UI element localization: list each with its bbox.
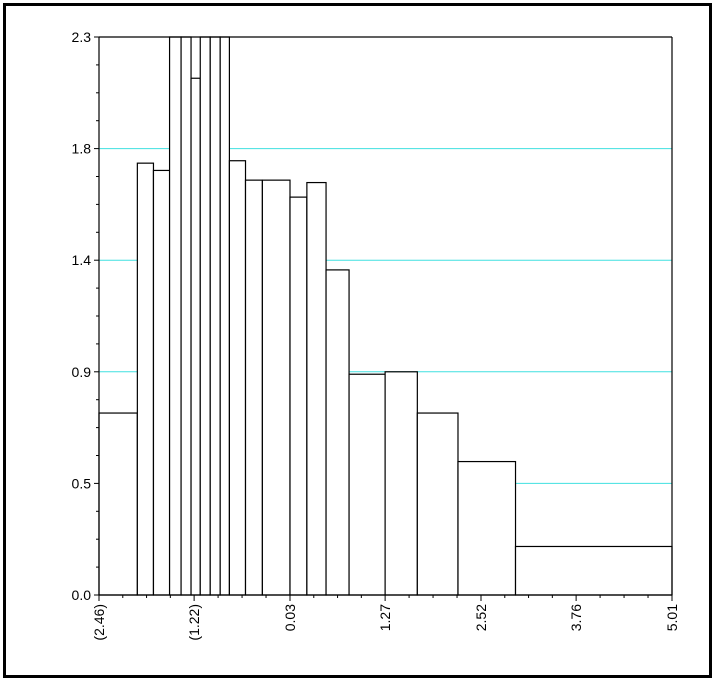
histogram-bar [348, 373, 386, 596]
x-tick-label: 2.52 [473, 604, 489, 631]
x-tick-label: 0.03 [282, 604, 298, 631]
histogram-bar [199, 36, 211, 596]
histogram-bar [457, 460, 517, 596]
histogram-bar [325, 269, 350, 596]
y-axis-ticks: 0.0 0.5 0.9 1.4 1.8 2.3 [72, 29, 99, 603]
x-tick-label: (1.22) [186, 604, 202, 641]
histogram-bar [98, 412, 138, 596]
y-tick-label: 1.8 [72, 141, 92, 157]
x-tick-label: 5.01 [664, 604, 680, 631]
histogram-bar [152, 169, 171, 596]
y-tick-label: 1.4 [72, 252, 92, 268]
histogram-bars [98, 36, 673, 596]
histogram-bar [289, 196, 308, 596]
histogram-bar [219, 36, 231, 596]
y-tick-label: 0.0 [72, 587, 92, 603]
histogram-bar [416, 412, 459, 596]
histogram-bar [261, 179, 291, 596]
histogram-bar [306, 181, 327, 596]
y-tick-label: 0.9 [72, 364, 92, 380]
y-tick-label: 0.5 [72, 475, 92, 491]
histogram-bar [384, 371, 418, 596]
x-tick-label: (2.46) [91, 604, 107, 641]
histogram-bar [209, 36, 221, 596]
histogram-bar [514, 545, 673, 596]
x-tick-label: 1.27 [377, 604, 393, 631]
histogram-bar [168, 36, 182, 596]
histogram-bar [136, 162, 155, 596]
histogram-bar [180, 36, 192, 596]
x-tick-label: 3.76 [568, 604, 584, 631]
y-tick-label: 2.3 [72, 29, 92, 45]
histogram-bar [228, 160, 247, 596]
histogram-bar [244, 179, 263, 596]
x-axis-ticks: (2.46) (1.22) 0.03 1.27 2.52 3.76 5.01 [91, 595, 680, 641]
histogram-bar [190, 77, 201, 596]
